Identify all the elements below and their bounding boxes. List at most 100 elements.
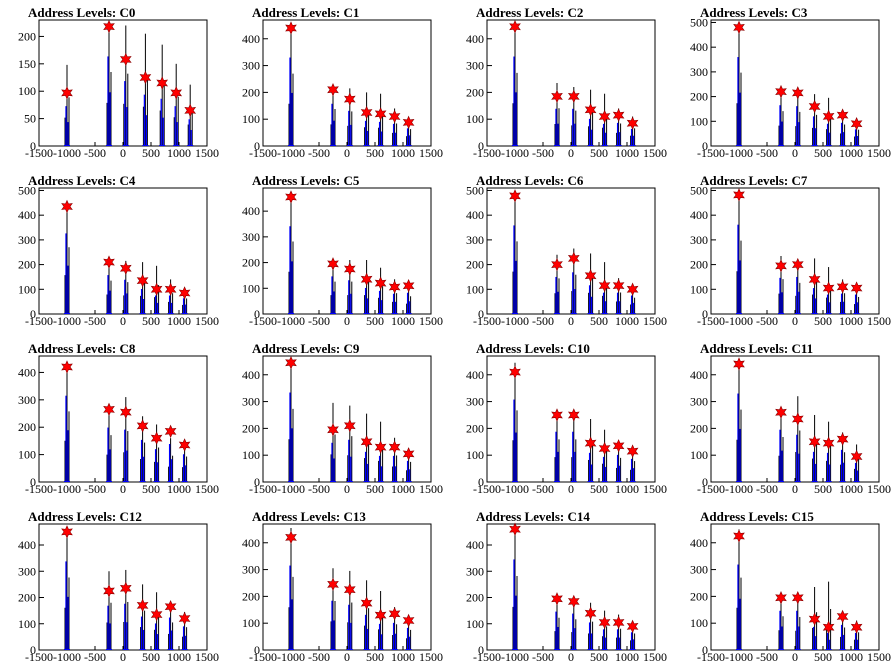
x-tick-label: 1500: [867, 650, 891, 664]
chart-panel: Address Levels: C9 0 100 200 300 400 -1500 -100…: [224, 336, 448, 504]
y-tick-label: 400: [18, 365, 36, 379]
peak-marker: [61, 525, 73, 539]
x-tick-label: -500: [308, 650, 330, 664]
chart-panel: Address Levels: C10 0 100 200 300 400 -1500 -10…: [448, 336, 672, 504]
y-tick-label: 200: [242, 85, 260, 99]
y-tick-label: 100: [18, 448, 36, 462]
x-tick-label: -1000: [725, 650, 753, 664]
x-tick-label: 0: [792, 482, 798, 496]
x-tick-label: -500: [84, 314, 106, 328]
peak-marker: [61, 199, 73, 214]
peak-marker: [850, 281, 863, 295]
peak-marker: [327, 422, 339, 437]
peak-marker: [150, 607, 163, 622]
y-tick-label: 100: [18, 282, 36, 296]
peak-marker: [612, 439, 625, 453]
x-tick-label: -1000: [501, 146, 529, 160]
y-tick-label: 500: [690, 15, 708, 29]
x-tick-label: -1500: [697, 146, 725, 160]
chart-panel: Address Levels: C8 0 100 200 300 400 -1500 -100…: [0, 336, 224, 504]
y-tick-label: 100: [242, 448, 260, 462]
y-tick-label: 0: [30, 139, 36, 153]
x-tick-label: 1500: [419, 650, 443, 664]
x-tick-label: -1000: [53, 314, 81, 328]
peak-marker: [626, 619, 639, 634]
y-tick-label: 100: [690, 448, 708, 462]
y-tick-label: 400: [466, 368, 484, 382]
peak-marker: [119, 261, 132, 276]
peak-marker: [360, 435, 373, 449]
x-tick-label: 500: [142, 314, 160, 328]
chart-title: Address Levels: C5: [252, 173, 360, 188]
chart-svg: Address Levels: C10 0 100 200 300 400 -1500 -10…: [466, 341, 667, 496]
y-tick-label: 0: [30, 475, 36, 489]
x-tick-label: -1500: [697, 314, 725, 328]
x-tick-label: 1000: [615, 146, 639, 160]
plot-frame: [486, 19, 656, 147]
y-tick-label: 0: [702, 307, 708, 321]
y-tick-label: 200: [242, 421, 260, 435]
peak-marker: [626, 116, 639, 130]
peak-marker: [388, 280, 401, 294]
chart-svg: Address Levels: C12 0 100 200 300 400 -1500 -10…: [18, 509, 219, 664]
x-tick-label: 1000: [391, 650, 415, 664]
x-tick-label: 1000: [839, 146, 863, 160]
y-tick-label: 400: [242, 536, 260, 550]
x-tick-label: -500: [308, 482, 330, 496]
y-tick-label: 300: [690, 65, 708, 79]
x-tick-label: 1000: [839, 314, 863, 328]
plot-frame: [262, 355, 432, 483]
x-tick-label: 1500: [867, 314, 891, 328]
y-tick-label: 200: [466, 85, 484, 99]
y-tick-label: 100: [242, 616, 260, 630]
peak-marker: [509, 189, 521, 203]
chart-title: Address Levels: C12: [28, 509, 142, 524]
chart-svg: Address Levels: C14 0 100 200 300 400 -1500 -10…: [466, 509, 667, 664]
peak-marker: [402, 447, 415, 461]
x-tick-label: 1500: [867, 482, 891, 496]
plot-frame: [710, 187, 880, 315]
chart-title: Address Levels: C6: [476, 173, 584, 188]
chart-svg: Address Levels: C60100200300400500-1500-…: [466, 173, 667, 328]
x-tick-label: 0: [344, 650, 350, 664]
chart-title: Address Levels: C4: [28, 173, 136, 188]
chart-panel: Address Levels: C6 0 100 200 300 400 500 -1500-…: [448, 168, 672, 336]
peak-marker: [598, 615, 611, 630]
x-tick-label: -500: [756, 314, 778, 328]
peak-marker: [612, 108, 625, 122]
x-tick-label: 0: [344, 146, 350, 160]
y-tick-label: 200: [18, 29, 36, 43]
y-tick-label: 0: [30, 643, 36, 657]
peak-marker: [139, 70, 152, 85]
x-tick-label: 1500: [867, 146, 891, 160]
peak-marker: [136, 598, 149, 613]
x-tick-label: 1000: [391, 146, 415, 160]
x-tick-label: 1000: [167, 482, 191, 496]
peak-marker: [402, 613, 415, 628]
x-tick-label: 0: [120, 650, 126, 664]
y-tick-label: 100: [690, 616, 708, 630]
peak-marker: [836, 280, 849, 294]
plot-frame: [486, 187, 656, 315]
y-tick-label: 300: [466, 59, 484, 73]
peak-marker: [791, 257, 804, 272]
x-tick-label: 500: [590, 314, 608, 328]
x-tick-label: 1000: [615, 482, 639, 496]
peak-marker: [551, 89, 563, 104]
y-tick-label: 400: [466, 538, 484, 552]
peak-marker: [822, 620, 835, 634]
y-tick-label: 200: [466, 421, 484, 435]
peak-marker: [285, 530, 297, 545]
chart-title: Address Levels: C10: [476, 341, 590, 356]
x-tick-label: -1000: [725, 146, 753, 160]
x-tick-label: 500: [590, 650, 608, 664]
y-tick-label: 0: [702, 139, 708, 153]
x-tick-label: 0: [120, 314, 126, 328]
peak-marker: [836, 432, 849, 446]
peak-marker: [791, 412, 804, 426]
x-tick-label: 1500: [643, 146, 667, 160]
y-tick-label: 400: [690, 40, 708, 54]
chart-panel: Address Levels: C5 0 100 200 300 400 -1500 -100…: [224, 168, 448, 336]
x-tick-label: -1000: [53, 650, 81, 664]
peak-marker: [285, 355, 297, 370]
